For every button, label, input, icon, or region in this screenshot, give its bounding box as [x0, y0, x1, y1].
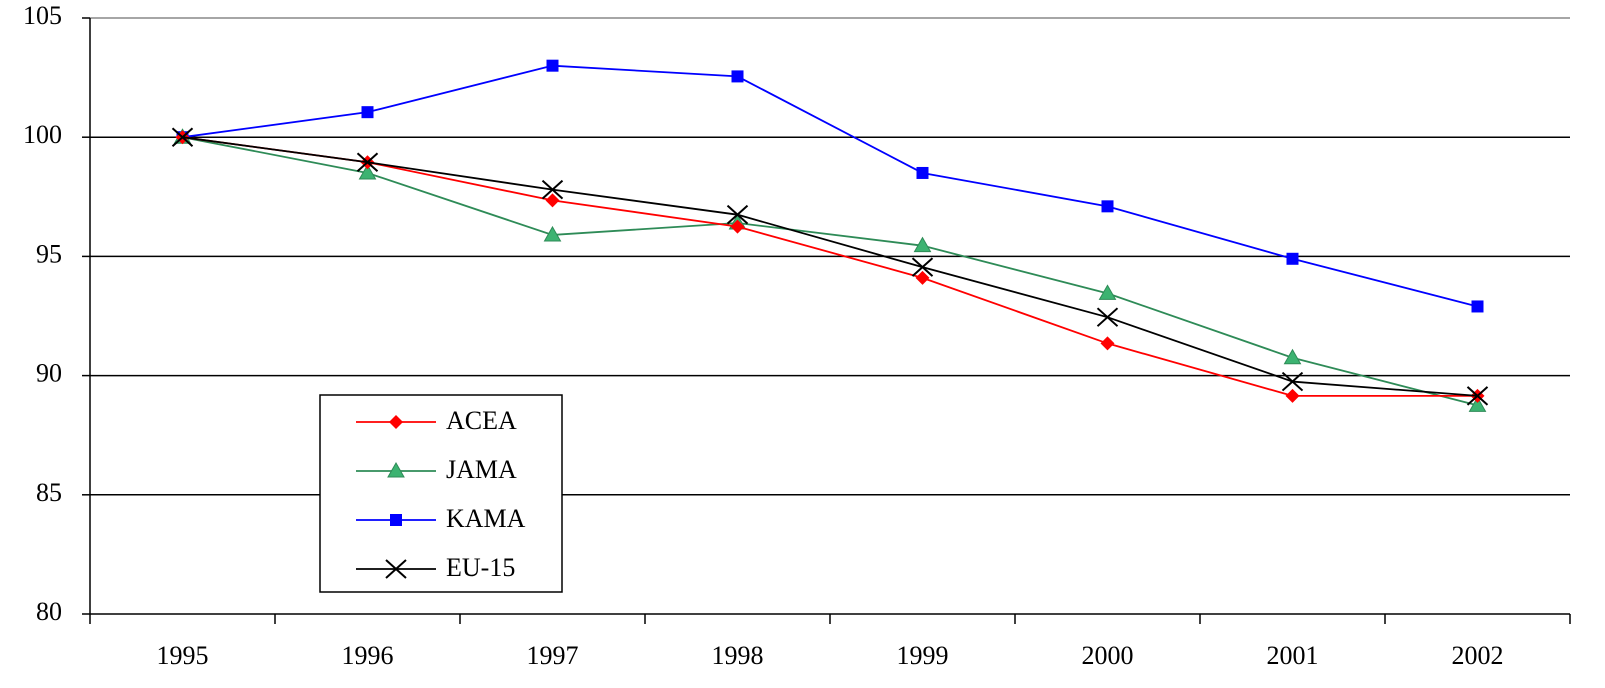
x-tick-label: 1999: [897, 641, 949, 670]
legend-label: ACEA: [446, 406, 517, 435]
y-tick-label: 90: [36, 359, 62, 388]
x-tick-label: 2002: [1452, 641, 1504, 670]
x-tick-label: 1996: [342, 641, 394, 670]
y-tick-label: 95: [36, 239, 62, 268]
x-tick-label: 2001: [1267, 641, 1319, 670]
marker: [1471, 300, 1484, 313]
marker: [389, 415, 403, 429]
y-tick-label: 80: [36, 597, 62, 626]
y-tick-label: 100: [23, 120, 62, 149]
x-tick-label: 1997: [527, 641, 579, 670]
marker: [1466, 386, 1489, 406]
marker: [1281, 371, 1304, 392]
marker: [1101, 200, 1114, 213]
marker: [916, 166, 929, 179]
marker: [1468, 396, 1487, 412]
marker: [1100, 336, 1115, 351]
legend-label: EU-15: [446, 553, 515, 582]
legend-label: JAMA: [446, 455, 517, 484]
marker: [546, 59, 559, 72]
marker: [1283, 348, 1302, 365]
marker: [390, 514, 402, 526]
marker: [171, 127, 194, 147]
legend-label: KAMA: [446, 504, 526, 533]
marker: [385, 559, 407, 579]
marker: [361, 106, 374, 119]
marker: [545, 193, 560, 208]
marker: [726, 204, 749, 225]
marker: [913, 236, 932, 253]
marker: [1098, 284, 1117, 300]
marker: [1285, 388, 1300, 403]
line: [182, 64, 1478, 308]
marker: [387, 461, 405, 478]
line: [182, 136, 1478, 407]
marker: [1096, 307, 1119, 327]
line: [182, 136, 1478, 397]
y-tick-label: 105: [23, 1, 62, 30]
x-tick-label: 1998: [712, 641, 764, 670]
marker: [541, 179, 564, 200]
line: [182, 136, 1478, 397]
marker: [543, 225, 562, 242]
marker: [731, 70, 744, 83]
y-tick-label: 85: [36, 478, 62, 507]
marker: [730, 219, 745, 234]
marker: [911, 257, 934, 277]
legend-box: [319, 394, 563, 593]
marker: [1286, 252, 1299, 265]
marker: [356, 152, 379, 172]
x-tick-label: 2000: [1082, 641, 1134, 670]
x-tick-label: 1995: [157, 641, 209, 670]
marker: [915, 270, 930, 285]
marker: [358, 163, 377, 180]
